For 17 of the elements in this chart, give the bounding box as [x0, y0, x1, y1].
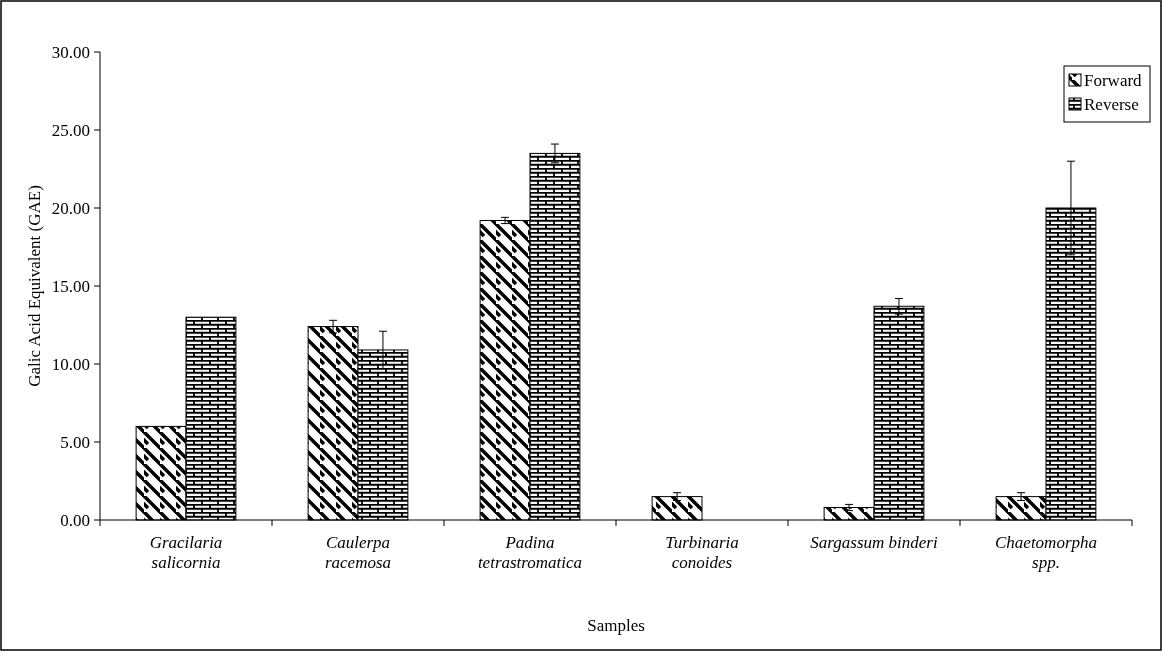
- x-tick-label: Chaetomorpha spp.: [995, 533, 1097, 572]
- legend-label: Reverse: [1084, 94, 1139, 114]
- y-tick-label: 5.00: [60, 432, 90, 452]
- legend-label: Forward: [1084, 70, 1143, 90]
- x-tick-label: Gracilaria salicornia: [149, 533, 223, 572]
- y-tick-label: 30.00: [51, 42, 90, 62]
- x-tick-label: Padina tetrastromatica: [477, 533, 583, 572]
- x-tick-label: Caulerpa racemosa: [324, 533, 392, 572]
- x-tick-label: Turbinaria conoides: [665, 533, 739, 572]
- y-tick-label: 10.00: [51, 354, 90, 374]
- y-tick-label: 25.00: [51, 120, 90, 140]
- x-tick-label: Sargassum binderi: [810, 533, 938, 552]
- y-tick-label: 0.00: [60, 510, 90, 530]
- x-axis-title: Samples: [587, 616, 645, 635]
- y-tick-label: 20.00: [51, 198, 90, 218]
- y-tick-label: 15.00: [51, 276, 90, 296]
- y-axis-title: Galic Acid Equivalent (GAE): [25, 185, 44, 387]
